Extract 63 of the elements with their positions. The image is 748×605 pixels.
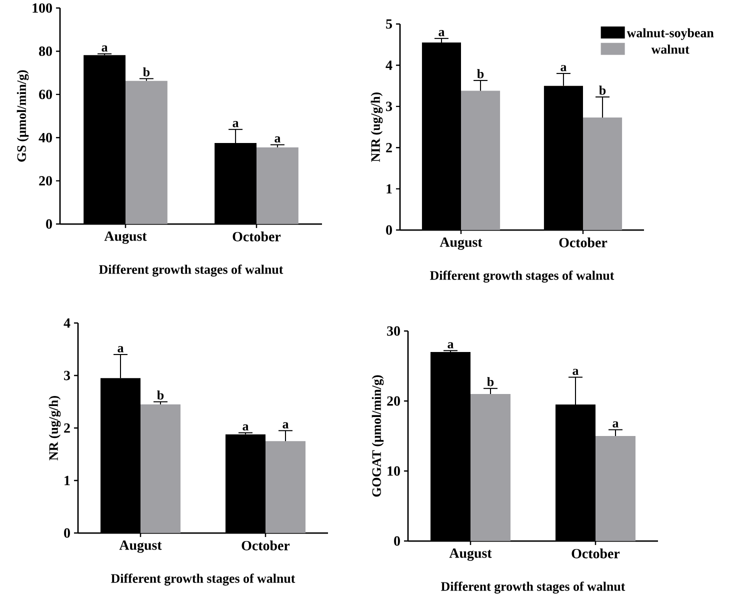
y-tick-label: 0 xyxy=(394,536,400,546)
y-tick-label: 4 xyxy=(64,318,70,328)
y-tick-label: 20 xyxy=(39,176,52,186)
legend-label: walnut-soybean xyxy=(626,28,714,40)
x-axis-title: Different growth stages of walnut xyxy=(99,264,284,277)
annotation: a xyxy=(560,65,567,72)
x-tick-label: October xyxy=(232,232,281,242)
annotation: a xyxy=(118,346,124,352)
x-tick-label: October xyxy=(242,540,290,550)
y-tick-label: 2 xyxy=(386,143,392,152)
bar xyxy=(461,90,500,230)
annotation: b xyxy=(157,390,164,400)
y-tick-label: 4 xyxy=(386,60,392,70)
bar xyxy=(126,80,168,224)
x-axis-title: Different growth stages of walnut xyxy=(111,574,296,586)
y-tick-label: 20 xyxy=(387,396,400,406)
legend-label: walnut xyxy=(651,44,690,54)
y-tick-label: 2 xyxy=(64,423,70,433)
annotation: a xyxy=(448,342,454,348)
bar xyxy=(583,118,622,230)
y-tick-label: 10 xyxy=(388,466,400,476)
annotation: b xyxy=(599,86,606,95)
annotation: a xyxy=(438,30,445,36)
y-axis-title: GOGAT (μmol/min/g) xyxy=(372,375,384,497)
y-axis-title: NIR (ug/g/h) xyxy=(370,92,383,162)
x-tick-label: August xyxy=(104,232,147,244)
y-axis-title: GS (μmol/min/g) xyxy=(16,70,29,162)
y-tick-label: 0 xyxy=(64,528,70,538)
bar xyxy=(256,147,298,224)
x-axis-title: Different growth stages of walnut xyxy=(430,270,614,283)
annotation: a xyxy=(102,45,108,52)
y-tick-label: 0 xyxy=(386,225,392,235)
bar xyxy=(596,436,636,542)
y-tick-label: 1 xyxy=(64,476,70,486)
x-tick-label: October xyxy=(559,238,608,248)
x-tick-label: August xyxy=(440,238,482,250)
annotation: b xyxy=(487,377,494,386)
y-tick-label: 40 xyxy=(38,132,52,142)
y-tick-label: 0 xyxy=(46,219,52,229)
y-tick-label: 3 xyxy=(64,370,70,380)
annotation: a xyxy=(572,368,579,376)
y-tick-label: 3 xyxy=(386,102,392,112)
annotation: a xyxy=(612,421,619,428)
y-tick-label: 100 xyxy=(32,3,52,13)
y-axis-title: NR (ug/g/h) xyxy=(48,396,61,460)
x-tick-label: August xyxy=(119,540,162,553)
y-tick-label: 30 xyxy=(387,326,400,336)
annotation: b xyxy=(477,69,484,78)
bar xyxy=(140,404,181,534)
bar xyxy=(470,394,511,542)
bar xyxy=(266,441,306,534)
x-axis-title: Different growth stages of walnut xyxy=(441,582,626,594)
y-tick-label: 80 xyxy=(39,46,52,56)
annotation: a xyxy=(274,136,281,143)
y-tick-label: 1 xyxy=(386,184,392,194)
annotation: a xyxy=(242,424,249,431)
annotation: b xyxy=(143,67,150,76)
y-tick-label: 60 xyxy=(39,90,52,100)
x-tick-label: August xyxy=(449,548,492,561)
y-tick-label: 5 xyxy=(386,19,392,29)
annotation: a xyxy=(282,422,289,428)
x-tick-label: October xyxy=(572,548,620,558)
annotation: a xyxy=(232,121,239,128)
